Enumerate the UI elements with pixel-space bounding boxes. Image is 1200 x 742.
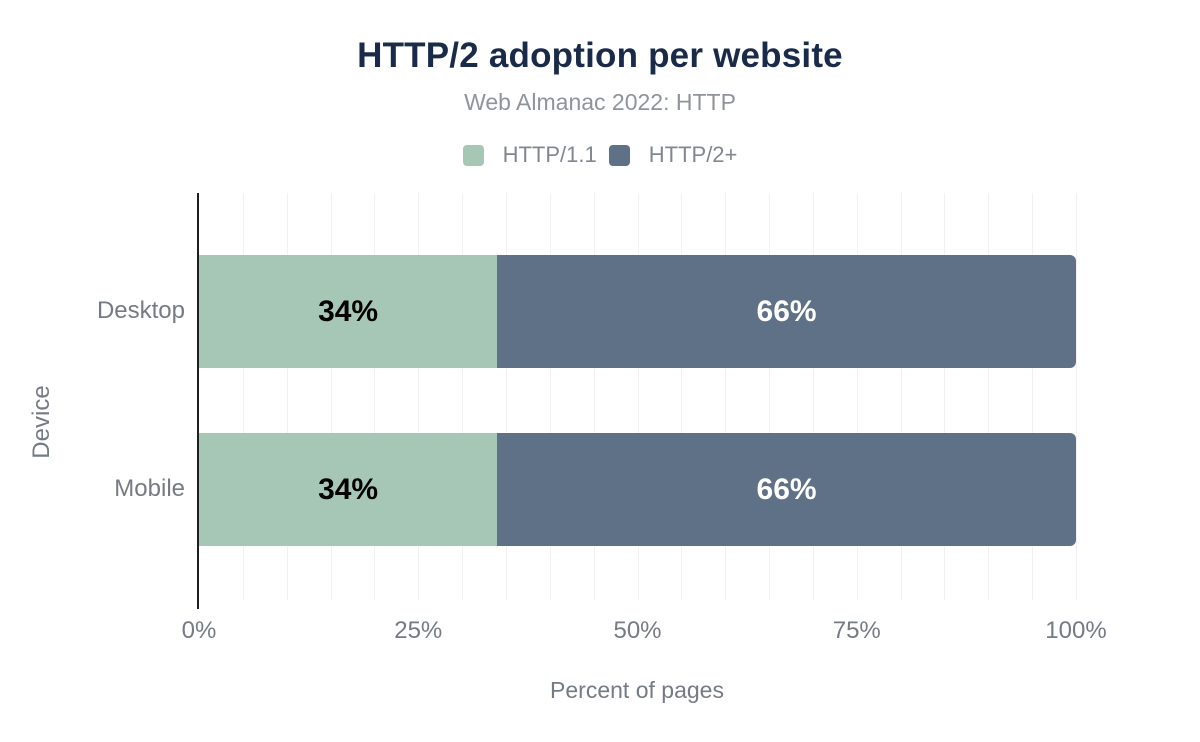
bar-segment-desktop-http11: 34% [199, 255, 498, 368]
x-tick-label-50: 50% [613, 617, 662, 644]
gridline [1032, 193, 1034, 600]
gridline [286, 193, 288, 600]
plot-area: 34% 66% 34% 66% [197, 193, 1077, 609]
gridline [944, 193, 946, 600]
gridline [242, 193, 244, 600]
bar-segment-desktop-http2: 66% [497, 255, 1076, 368]
gridline [462, 193, 464, 600]
gridline [374, 193, 376, 600]
x-axis-title: Percent of pages [550, 677, 724, 703]
gridline [769, 193, 771, 600]
x-tick-label-75: 75% [832, 617, 881, 644]
gridline [856, 193, 858, 600]
gridline [988, 193, 990, 600]
legend-swatch-icon [608, 144, 630, 166]
chart-subtitle: Web Almanac 2022: HTTP [464, 89, 736, 115]
gridline [681, 193, 683, 600]
gridline [330, 193, 332, 600]
gridline [593, 193, 595, 600]
legend-item-0: HTTP/1.1 [462, 142, 597, 168]
bar-segment-mobile-http11: 34% [199, 433, 498, 546]
legend: HTTP/1.1 HTTP/2+ [0, 142, 1200, 168]
gridline [812, 193, 814, 600]
gridline [637, 193, 639, 600]
bar-row-mobile: 34% 66% [199, 433, 1076, 546]
gridline [725, 193, 727, 600]
category-label-mobile: Mobile [114, 475, 185, 502]
bar-segment-mobile-http2: 66% [497, 433, 1076, 546]
category-label-desktop: Desktop [96, 297, 185, 324]
gridline [505, 193, 507, 600]
bar-row-desktop: 34% 66% [199, 255, 1076, 368]
legend-item-1: HTTP/2+ [608, 142, 738, 168]
x-tick-label-0: 0% [181, 617, 217, 644]
chart-title: HTTP/2 adoption per website [357, 36, 843, 75]
gridline [418, 193, 420, 600]
gridline [549, 193, 551, 600]
legend-label: HTTP/2+ [648, 142, 738, 167]
gridline [1076, 193, 1077, 600]
x-tick-label-25: 25% [394, 617, 443, 644]
legend-swatch-icon [462, 144, 484, 166]
legend-label: HTTP/1.1 [502, 142, 597, 167]
x-tick-label-100: 100% [1045, 617, 1107, 644]
y-axis-line [197, 193, 199, 609]
gridline [900, 193, 902, 600]
